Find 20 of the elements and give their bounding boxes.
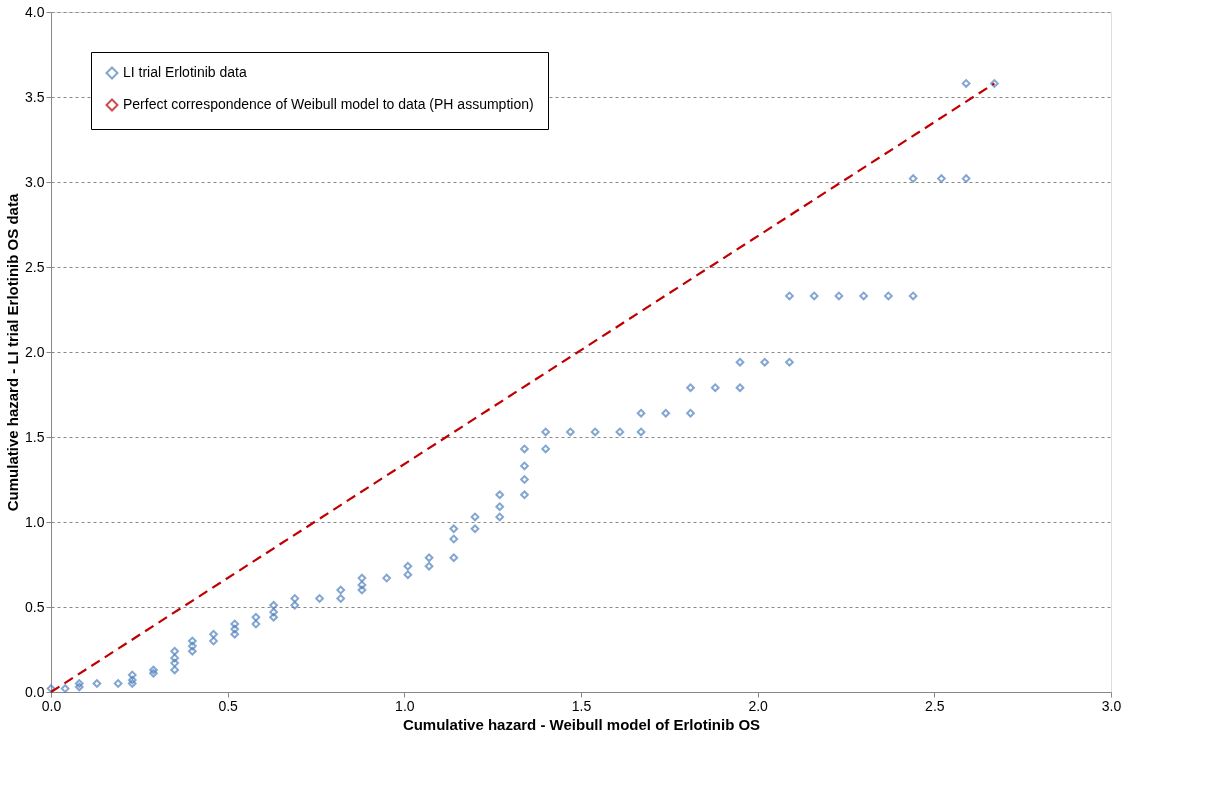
y-tick-label: 2.5 [25,258,45,275]
x-tick-label: 2.0 [748,697,769,714]
y-tick-label: 4.0 [25,3,45,20]
y-tick-label: 3.0 [25,173,45,190]
y-tick-label: 2.0 [25,343,45,360]
x-tick-label: 0.5 [218,697,239,714]
y-tick-label: 1.5 [25,428,45,445]
x-axis-title: Cumulative hazard - Weibull model of Erlotinib OS [402,715,761,733]
legend-label: LI trial Erlotinib data [123,64,247,80]
x-tick-label: 2.5 [925,697,945,714]
y-axis-title: Cumulative hazard - LI trial Erlotinib OS data [4,193,22,512]
x-tick-label: 3.0 [1101,697,1122,714]
legend-label: Perfect correspondence of Weibull model to data (PH assumption) [123,96,534,112]
y-tick-label: 0.0 [25,683,45,700]
y-tick-label: 0.5 [25,598,45,615]
y-tick-label: 3.5 [25,88,45,105]
x-tick-label: 1.5 [571,697,592,714]
x-tick-label: 0.0 [41,697,62,714]
x-tick-label: 1.0 [395,697,415,714]
y-tick-label: 1.0 [25,513,45,530]
